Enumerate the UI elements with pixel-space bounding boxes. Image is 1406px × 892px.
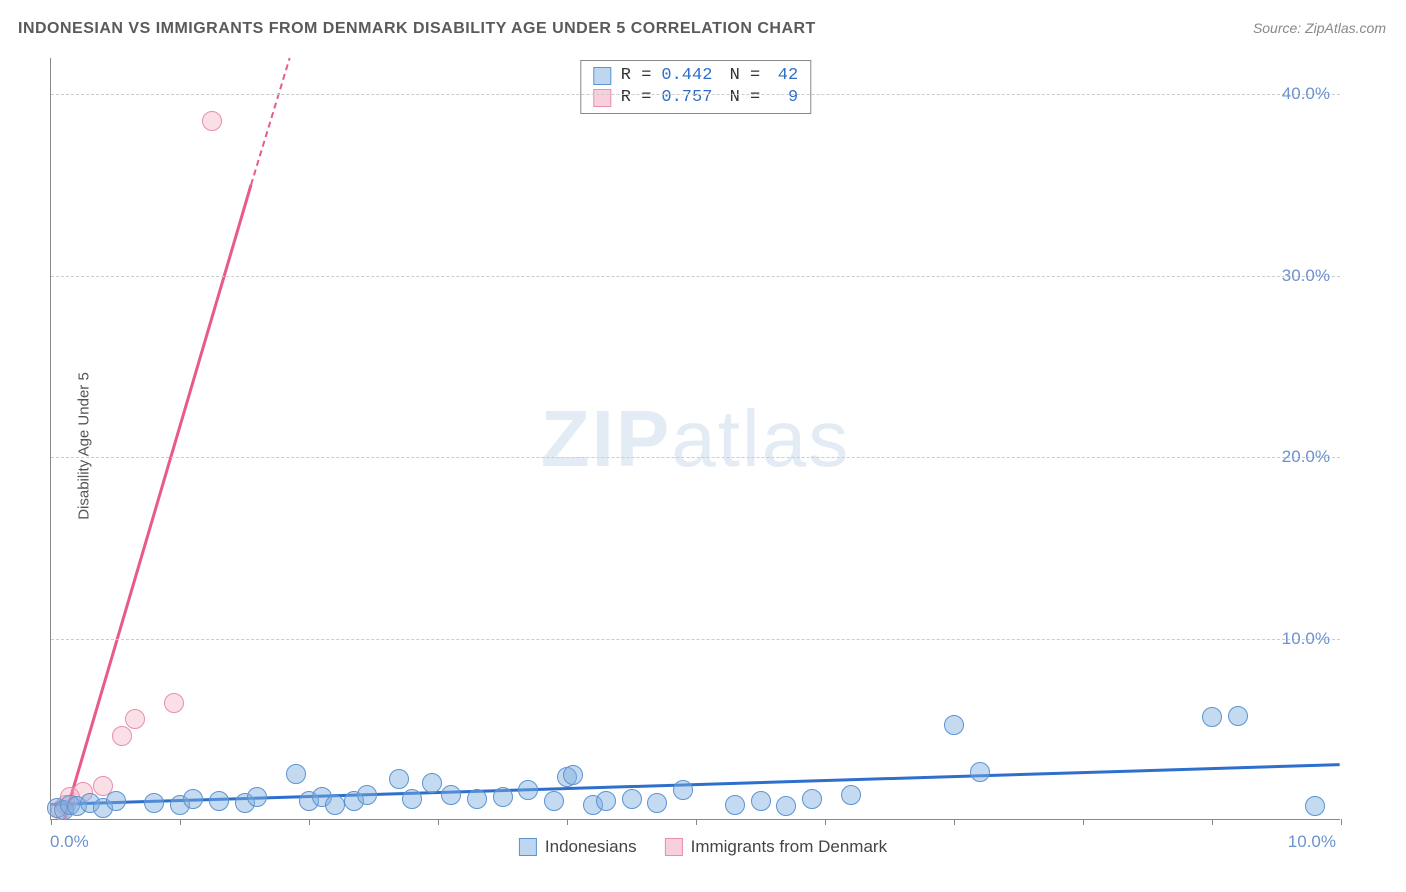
data-point-blue	[944, 715, 964, 735]
source-attribution: Source: ZipAtlas.com	[1253, 20, 1386, 36]
data-point-blue	[441, 785, 461, 805]
series-legend: Indonesians Immigrants from Denmark	[519, 837, 887, 857]
data-point-pink	[125, 709, 145, 729]
y-tick-label: 10.0%	[1282, 629, 1330, 649]
legend-swatch	[519, 838, 537, 856]
trend-line-pink-dash	[251, 58, 290, 185]
legend-n-label: N =	[719, 65, 760, 87]
x-axis-min-label: 0.0%	[50, 832, 89, 852]
data-point-blue	[422, 773, 442, 793]
x-tick	[567, 819, 568, 825]
stats-legend-box: R = 0.442 N = 42 R = 0.757 N = 9	[580, 60, 811, 114]
x-tick	[1212, 819, 1213, 825]
x-tick	[1083, 819, 1084, 825]
data-point-blue	[622, 789, 642, 809]
trend-line-pink	[64, 185, 251, 819]
data-point-blue	[776, 796, 796, 816]
data-point-blue	[106, 791, 126, 811]
legend-row-blue: R = 0.442 N = 42	[593, 65, 798, 87]
data-point-blue	[389, 769, 409, 789]
x-tick	[696, 819, 697, 825]
data-point-blue	[183, 789, 203, 809]
data-point-blue	[357, 785, 377, 805]
gridline-h	[51, 276, 1340, 277]
y-tick-label: 20.0%	[1282, 447, 1330, 467]
data-point-pink	[112, 726, 132, 746]
data-point-pink	[164, 693, 184, 713]
legend-swatch-pink	[593, 89, 611, 107]
data-point-blue	[286, 764, 306, 784]
y-tick-label: 40.0%	[1282, 84, 1330, 104]
x-tick	[51, 819, 52, 825]
legend-r-pink: 0.757	[661, 87, 709, 109]
data-point-blue	[467, 789, 487, 809]
data-point-blue	[544, 791, 564, 811]
data-point-blue	[144, 793, 164, 813]
x-tick	[309, 819, 310, 825]
data-point-blue	[970, 762, 990, 782]
trend-lines-svg	[51, 58, 1340, 819]
x-tick	[954, 819, 955, 825]
legend-label: Immigrants from Denmark	[691, 837, 887, 857]
gridline-h	[51, 639, 1340, 640]
data-point-blue	[1305, 796, 1325, 816]
x-axis-max-label: 10.0%	[1288, 832, 1336, 852]
data-point-blue	[673, 780, 693, 800]
data-point-blue	[1228, 706, 1248, 726]
data-point-blue	[596, 791, 616, 811]
x-tick	[825, 819, 826, 825]
legend-r-blue: 0.442	[661, 65, 709, 87]
legend-r-label: R =	[621, 65, 652, 87]
x-tick	[438, 819, 439, 825]
gridline-h	[51, 94, 1340, 95]
legend-row-pink: R = 0.757 N = 9	[593, 87, 798, 109]
data-point-blue	[647, 793, 667, 813]
y-tick-label: 30.0%	[1282, 266, 1330, 286]
chart-title: INDONESIAN VS IMMIGRANTS FROM DENMARK DI…	[18, 20, 816, 38]
data-point-blue	[1202, 707, 1222, 727]
legend-n-blue: 42	[770, 65, 798, 87]
legend-item: Immigrants from Denmark	[665, 837, 887, 857]
data-point-blue	[563, 765, 583, 785]
legend-n-label: N =	[719, 87, 760, 109]
data-point-blue	[247, 787, 267, 807]
legend-swatch-blue	[593, 67, 611, 85]
data-point-blue	[725, 795, 745, 815]
legend-swatch	[665, 838, 683, 856]
legend-label: Indonesians	[545, 837, 637, 857]
data-point-pink	[202, 111, 222, 131]
data-point-blue	[402, 789, 422, 809]
data-point-blue	[493, 787, 513, 807]
legend-item: Indonesians	[519, 837, 637, 857]
data-point-blue	[209, 791, 229, 811]
gridline-h	[51, 457, 1340, 458]
data-point-blue	[802, 789, 822, 809]
legend-n-pink: 9	[770, 87, 798, 109]
data-point-blue	[325, 795, 345, 815]
x-tick	[180, 819, 181, 825]
chart-plot-area: ZIPatlas R = 0.442 N = 42 R = 0.757 N = …	[50, 58, 1340, 820]
data-point-blue	[841, 785, 861, 805]
data-point-blue	[518, 780, 538, 800]
data-point-blue	[751, 791, 771, 811]
x-tick	[1341, 819, 1342, 825]
legend-r-label: R =	[621, 87, 652, 109]
